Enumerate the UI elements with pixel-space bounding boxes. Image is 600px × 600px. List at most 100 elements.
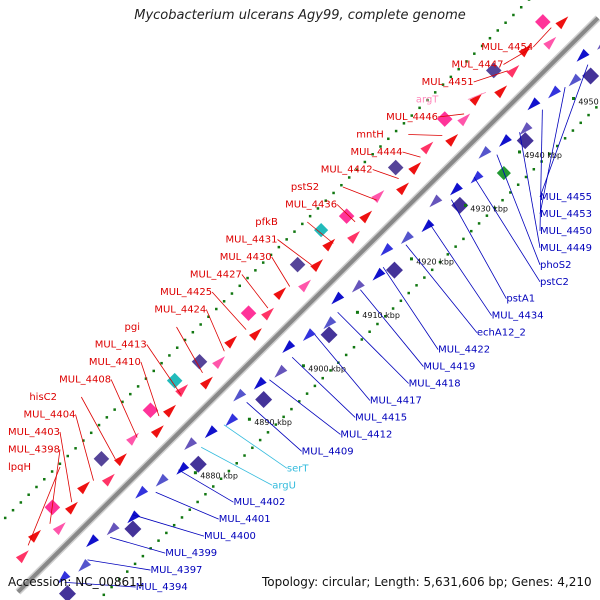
leader-line <box>269 379 341 435</box>
reverse-cds-arrow <box>155 473 169 487</box>
forward-cds-arrow <box>298 279 311 293</box>
scale-tick-label: 4880 kbp <box>200 472 238 481</box>
reverse-feature-box <box>255 391 273 409</box>
gene-label: MUL_4399 <box>165 548 217 559</box>
forward-feature-box <box>338 208 355 224</box>
leader-line <box>382 266 439 350</box>
track-dot <box>298 400 301 403</box>
leader-line <box>473 70 508 83</box>
reverse-feature-box <box>189 455 207 473</box>
track-dot <box>532 167 536 171</box>
gene-label: MUL_4436 <box>285 200 337 211</box>
scale-tick-label: 4900 kbp <box>308 365 346 374</box>
track-dot <box>89 431 93 435</box>
forward-cds-arrow <box>396 182 409 196</box>
forward-cds-arrow <box>408 162 422 175</box>
track-dot <box>379 145 382 148</box>
forward-cds-arrow <box>469 93 483 106</box>
leader-line <box>408 134 443 136</box>
reverse-cds-arrow <box>106 522 120 536</box>
track-dot <box>97 423 101 427</box>
gene-label: MUL_4449 <box>540 243 592 254</box>
forward-cds-arrow <box>224 335 238 349</box>
reverse-cds-arrow <box>527 97 541 111</box>
reverse-cds-arrow <box>135 485 149 499</box>
reverse-cds-arrow <box>548 85 561 99</box>
gene-label: pgi <box>125 322 140 333</box>
track-dot <box>426 98 429 102</box>
gene-label: MUL_4446 <box>386 112 438 123</box>
scale-tick-label: 4890 kbp <box>254 418 292 427</box>
reverse-cds-arrow <box>57 570 71 584</box>
track-dot <box>579 121 582 125</box>
track-dot <box>251 446 254 450</box>
track-dot <box>430 268 434 272</box>
track-dot <box>394 129 398 133</box>
track-dot <box>433 91 437 94</box>
leader-line <box>132 514 205 537</box>
gene-label: MUL_4455 <box>540 192 592 203</box>
track-dot <box>465 60 468 63</box>
track-dot <box>50 470 54 473</box>
leader-line <box>241 274 269 309</box>
track-dot <box>43 477 46 481</box>
scale-tick-mark <box>355 310 359 314</box>
track-dot <box>243 454 246 457</box>
track-dot <box>509 191 512 194</box>
track-dot <box>332 191 335 195</box>
gene-label: lpqH <box>8 462 31 473</box>
track-dot <box>199 323 202 326</box>
leader-line <box>223 424 288 469</box>
reverse-cds-arrow <box>86 534 99 548</box>
track-dot <box>254 269 257 272</box>
track-dot <box>3 516 7 520</box>
leader-line <box>271 256 291 287</box>
gene-label: MUL_4434 <box>492 311 544 322</box>
gene-label: MUL_4404 <box>24 410 76 421</box>
track-dot <box>355 168 359 171</box>
reverse-cds-arrow <box>576 48 590 62</box>
leader-line <box>532 27 552 48</box>
gene-label: pstA1 <box>506 294 535 305</box>
gene-label: hisC2 <box>29 392 57 403</box>
track-dot <box>152 369 156 373</box>
gene-label: MUL_4419 <box>423 362 475 373</box>
track-dot <box>110 585 113 589</box>
track-dot <box>402 122 406 125</box>
gene-label: pstC2 <box>540 277 569 288</box>
forward-cds-arrow <box>212 356 225 369</box>
track-dot <box>160 361 163 365</box>
track-dot <box>157 539 160 542</box>
track-dot <box>516 183 520 186</box>
track-dot <box>168 354 171 357</box>
leader-line <box>451 199 507 299</box>
leader-line <box>277 239 312 266</box>
reverse-cds-arrow <box>450 182 463 196</box>
reverse-cds-arrow <box>400 231 414 244</box>
track-dot <box>493 206 496 210</box>
leader-line <box>155 491 219 520</box>
gene-label: mntH <box>356 130 384 141</box>
gene-label: MUL_4447 <box>451 60 503 71</box>
reverse-feature-box <box>516 132 534 150</box>
reverse-feature-box <box>124 520 142 538</box>
scale-tick-mark <box>572 96 576 100</box>
track-dot <box>27 493 30 496</box>
reverse-cds-arrow <box>429 194 443 208</box>
gene-label: MUL_4410 <box>89 357 141 368</box>
forward-cds-arrow <box>163 404 176 418</box>
scale-tick-mark <box>301 364 305 368</box>
gene-label: MUL_4444 <box>350 147 402 158</box>
track-dot <box>524 175 528 179</box>
leader-line <box>27 466 61 546</box>
track-dot <box>371 153 374 156</box>
forward-cds-arrow <box>261 307 274 321</box>
gene-label: MUL_4422 <box>438 345 490 356</box>
leader-line <box>87 559 151 571</box>
track-dot <box>423 276 426 279</box>
track-dot <box>129 392 132 396</box>
leader-line <box>64 581 136 588</box>
forward-cds-arrow <box>52 522 66 536</box>
forward-cds-arrow <box>273 287 287 300</box>
